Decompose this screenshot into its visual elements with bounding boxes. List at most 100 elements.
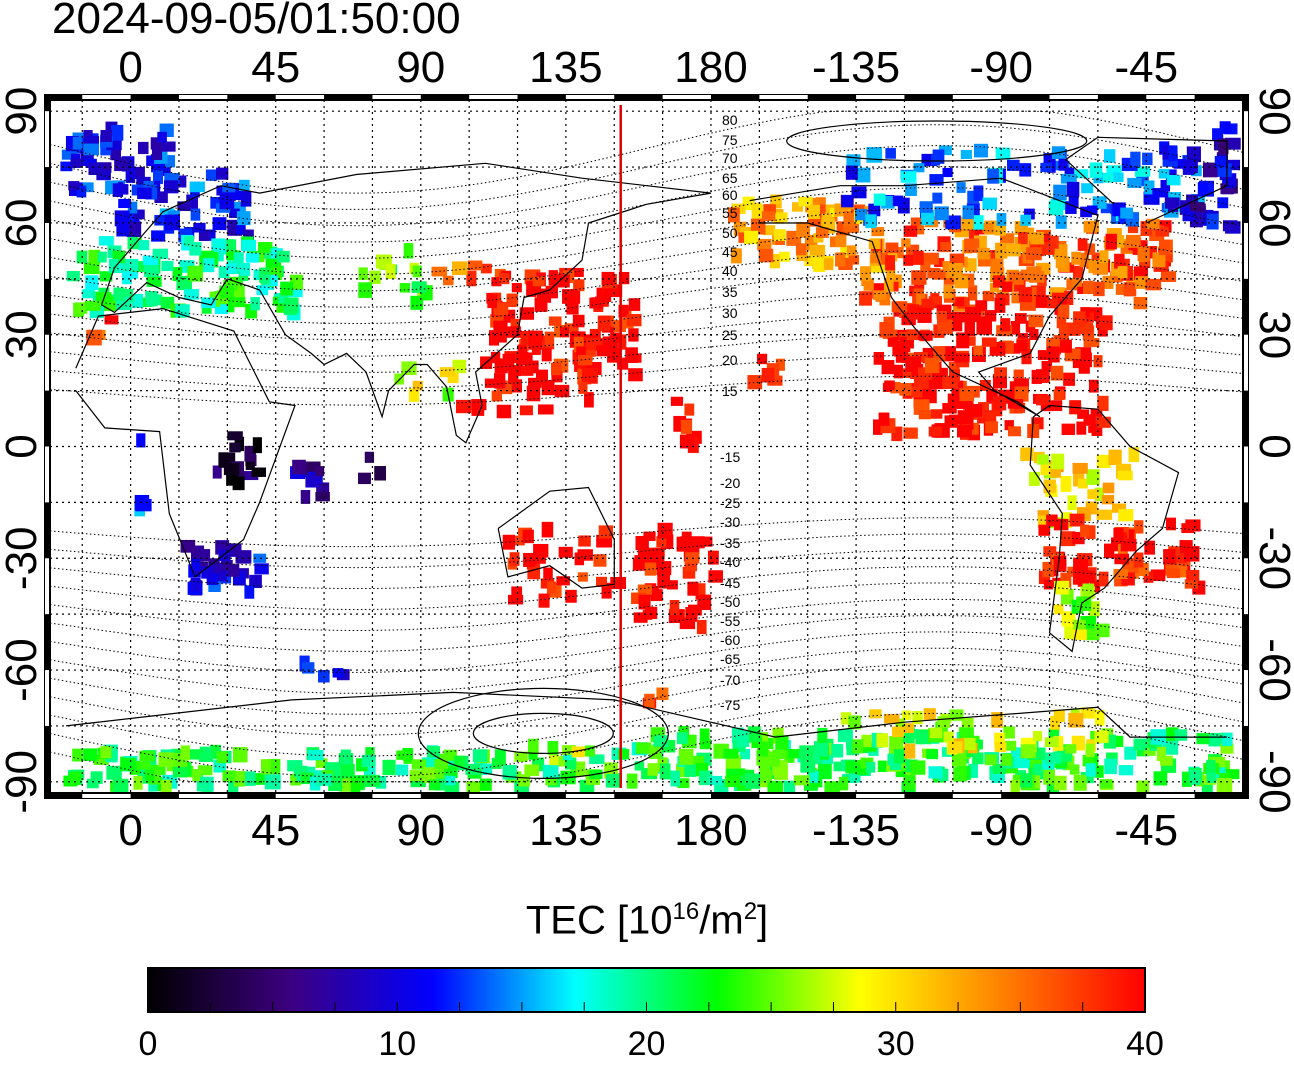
tec-cell (125, 167, 136, 183)
axis-bar-segment (1244, 446, 1248, 503)
tec-cell (757, 238, 772, 251)
tec-cell (957, 424, 972, 438)
tec-cell (626, 313, 642, 327)
tec-cell (243, 229, 254, 243)
tec-cell (738, 232, 750, 243)
tec-cell (88, 162, 103, 175)
magnetic-latitude-contour (49, 124, 1244, 210)
tec-cell (769, 253, 780, 269)
tec-cell (1001, 753, 1012, 766)
tec-cell (1196, 733, 1210, 745)
tec-cell (1152, 188, 1169, 198)
tec-cell (964, 320, 976, 337)
tec-cell (881, 360, 895, 375)
tec-cell (815, 227, 829, 238)
tec-cell (1041, 360, 1053, 372)
tec-cell (395, 764, 409, 776)
tec-cell (1080, 771, 1094, 784)
tec-cell (1057, 304, 1070, 319)
tec-cell (180, 745, 190, 761)
tec-cell (526, 385, 541, 402)
tec-cell (1063, 290, 1074, 306)
tec-cell (292, 459, 306, 475)
tec-cell (216, 751, 228, 763)
tec-cell (930, 409, 943, 419)
tec-cell (177, 201, 191, 212)
tec-cell (365, 747, 375, 762)
tec-cell (1072, 359, 1087, 369)
tec-cell (697, 594, 712, 610)
tec-cell (452, 359, 467, 374)
tec-cell (577, 355, 593, 366)
tec-cell (1055, 256, 1066, 269)
magnetic-latitude-contour (49, 270, 1244, 325)
magnetic-latitude-label: 80 (722, 112, 738, 128)
tec-cell (809, 244, 824, 256)
axis-bar-segment (1244, 222, 1248, 279)
tec-cell (975, 300, 988, 312)
tec-cell (184, 236, 194, 247)
tec-cell (987, 250, 998, 262)
tec-cell (205, 229, 216, 241)
tec-cell (83, 129, 93, 140)
lat-tick-label-left: -60 (0, 638, 46, 702)
magnetic-latitude-label: -45 (720, 575, 740, 591)
tec-cell (112, 778, 129, 794)
tec-cell (726, 768, 740, 779)
tec-cell (618, 749, 630, 760)
tec-cell (361, 754, 376, 767)
tec-cell (761, 367, 775, 383)
tec-cell (960, 149, 972, 159)
tec-cell (959, 216, 976, 230)
tec-cell (1156, 746, 1166, 762)
tec-cell (861, 734, 872, 748)
tec-cell (919, 201, 933, 213)
tec-cell (911, 363, 924, 376)
tec-cell (172, 766, 188, 778)
tec-cell (1166, 174, 1181, 186)
tec-cell (340, 749, 351, 765)
tec-cell (439, 367, 455, 378)
tec-cell (923, 708, 936, 720)
tec-cell (888, 246, 898, 262)
tec-cell (107, 301, 118, 311)
tec-cell (865, 214, 877, 229)
axes-frame (44, 94, 1249, 799)
tec-cell (137, 141, 149, 155)
tec-cell (1147, 246, 1157, 259)
tec-cell (932, 192, 943, 204)
tec-cell (573, 279, 585, 292)
tec-cell (1128, 447, 1140, 463)
tec-cell (315, 466, 325, 477)
magnetic-latitude-label: -35 (720, 535, 740, 551)
tec-cell (104, 315, 119, 325)
tec-cell (258, 241, 273, 253)
tec-cell (699, 739, 712, 750)
tec-cell (1058, 158, 1068, 171)
tec-cell (394, 373, 404, 385)
tec-cell (920, 261, 931, 271)
tec-cell (968, 763, 978, 778)
tec-cell (544, 331, 555, 347)
tec-cell (949, 369, 960, 383)
tec-cell (244, 445, 256, 462)
tec-cell (771, 212, 788, 223)
tec-cell (1094, 730, 1109, 744)
tec-cell (120, 757, 136, 771)
tec-cell (954, 275, 969, 289)
tec-cell (953, 767, 967, 782)
tec-cell (744, 773, 761, 789)
tec-cell (364, 451, 375, 463)
tec-cell (1155, 226, 1170, 237)
tec-cell (1145, 278, 1162, 291)
tec-cell (593, 554, 607, 567)
tec-cell (1137, 246, 1150, 261)
tec-cell (1181, 523, 1195, 534)
tec-cell (571, 746, 585, 758)
tec-cell (496, 404, 512, 419)
axis-bar-segment (45, 558, 49, 615)
tec-cell (72, 136, 83, 150)
tec-cell (1073, 774, 1087, 791)
tec-cell (883, 713, 900, 724)
tec-cell (154, 215, 168, 226)
